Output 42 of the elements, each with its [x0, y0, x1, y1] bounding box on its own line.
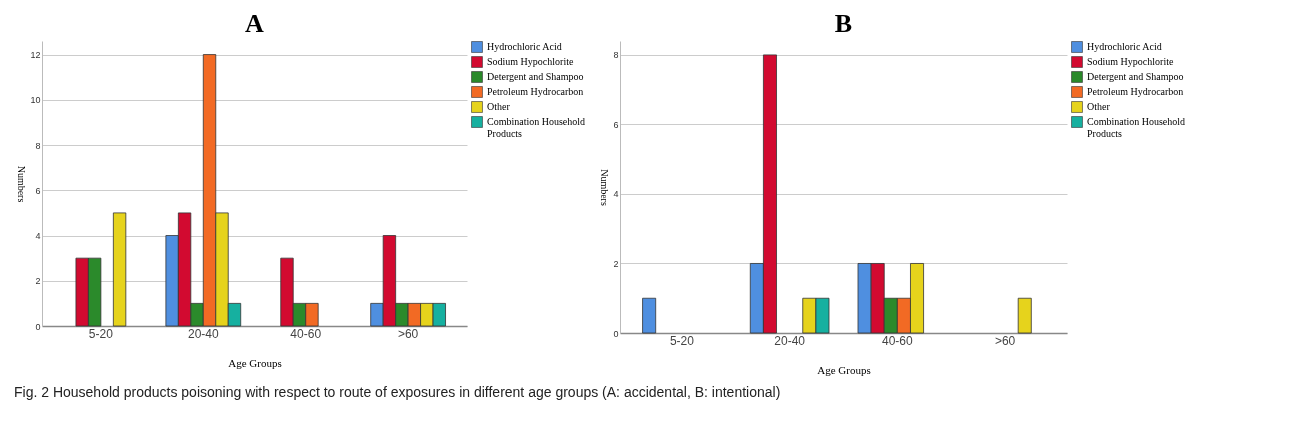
- x-tick-label: 20-40: [774, 333, 806, 348]
- legend-label: Detergent and Shampoo: [487, 71, 584, 82]
- y-tick-label: 0: [613, 328, 619, 339]
- x-tick-label: >60: [397, 326, 419, 341]
- legend-label: Combination Household Products: [1087, 116, 1186, 139]
- chart-title: A: [245, 9, 265, 38]
- x-tick-label: 5-20: [88, 326, 114, 341]
- y-tick-label: 8: [613, 50, 619, 61]
- y-tick-label: 2: [35, 276, 41, 287]
- bar: [1017, 297, 1032, 334]
- y-tick-label: 0: [35, 321, 41, 332]
- x-tick-label: 20-40: [187, 326, 219, 341]
- legend-label: Petroleum Hydrocarbon: [1087, 86, 1184, 97]
- bar: [112, 212, 127, 327]
- y-tick-label: 2: [613, 258, 619, 269]
- chart-title: B: [834, 9, 853, 38]
- y-tick-label: 10: [30, 95, 41, 106]
- legend-label: Sodium Hypochlorite: [1087, 56, 1174, 67]
- y-tick-label: 12: [30, 50, 41, 61]
- bar: [642, 297, 657, 334]
- caption: Fig. 2 Household products poisoning with respect to route of exposures in different age groups (A: accidental, B: intentional): [13, 383, 782, 400]
- x-tick-label: 5-20: [669, 333, 695, 348]
- x-axis-title: Age Groups: [817, 363, 871, 376]
- x-tick-label: 40-60: [290, 326, 322, 341]
- y-tick-label: 4: [35, 231, 41, 242]
- y-tick-label: 6: [35, 185, 41, 196]
- legend-label: Hydrochloric Acid: [487, 41, 562, 52]
- legend-label: Other: [487, 101, 511, 112]
- legend-label: Other: [1087, 101, 1111, 112]
- legend-label: Sodium Hypochlorite: [487, 56, 574, 67]
- x-tick-label: 40-60: [882, 333, 914, 348]
- x-tick-label: >60: [994, 333, 1016, 348]
- legend-label: Hydrochloric Acid: [1087, 41, 1162, 52]
- y-tick-label: 8: [35, 140, 41, 151]
- y-axis-title: Numbers: [599, 169, 611, 206]
- y-tick-label: 4: [613, 189, 619, 200]
- legend-label: Petroleum Hydrocarbon: [487, 86, 584, 97]
- y-tick-label: 6: [613, 119, 619, 130]
- legend-label: Detergent and Shampoo: [1087, 71, 1184, 82]
- legend-label: Combination Household Products: [487, 116, 586, 139]
- y-axis-title: Numbers: [16, 165, 28, 203]
- x-axis-title: Age Groups: [228, 356, 282, 369]
